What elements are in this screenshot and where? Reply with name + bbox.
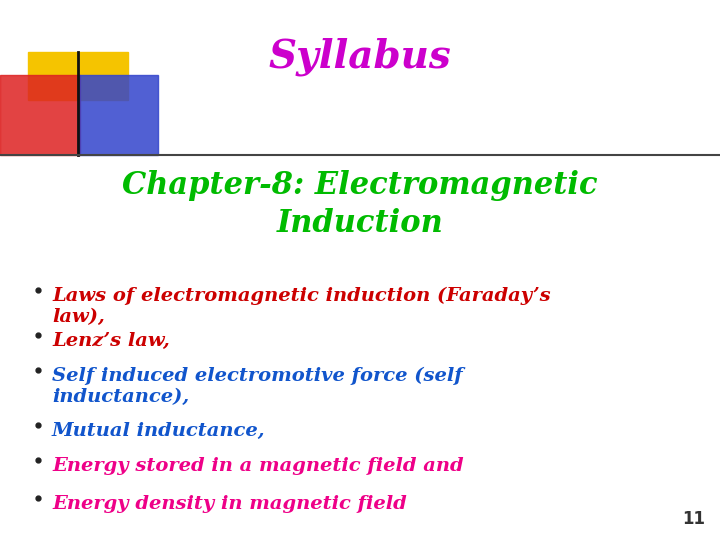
Text: Mutual inductance,: Mutual inductance, [52,422,266,440]
Bar [28,52,78,100]
Text: Lenz’s law,: Lenz’s law, [52,332,170,350]
Bar [78,52,128,100]
Text: Chapter-8: Electromagnetic
Induction: Chapter-8: Electromagnetic Induction [122,170,598,239]
Bar [78,75,158,155]
Text: 11: 11 [682,510,705,528]
Text: Laws of electromagnetic induction (Faraday’s
law),: Laws of electromagnetic induction (Farad… [52,287,551,326]
Text: Self induced electromotive force (self
inductance),: Self induced electromotive force (self i… [52,367,463,406]
Text: Syllabus: Syllabus [269,38,451,77]
Text: Energy density in magnetic field: Energy density in magnetic field [52,495,407,513]
Text: Energy stored in a magnetic field and: Energy stored in a magnetic field and [52,457,464,475]
Bar [0,75,80,155]
